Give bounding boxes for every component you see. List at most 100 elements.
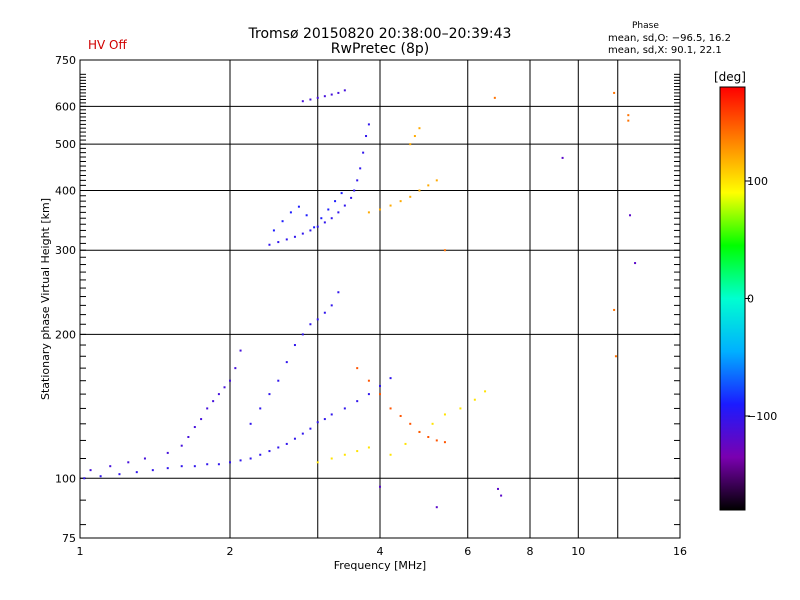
data-point [443,441,446,444]
data-point [239,349,242,352]
data-point [399,200,402,203]
data-point [259,453,262,456]
data-point [459,407,462,410]
data-point [389,453,392,456]
data-point [379,393,381,396]
data-point [301,432,304,435]
y-tick-label: 200 [55,328,76,341]
data-point [301,232,304,235]
hv-status: HV Off [88,38,127,52]
data-point [418,189,421,192]
data-point [379,208,381,211]
data-point [435,179,438,182]
data-point [427,184,430,187]
data-point [135,471,138,474]
data-point [166,451,169,454]
data-point [293,437,296,440]
data-point [334,200,337,203]
data-point [293,344,296,347]
data-point [143,457,146,460]
data-point [427,435,430,438]
data-point [316,96,319,99]
data-point [320,217,323,220]
data-point [281,220,284,223]
data-point [367,393,370,396]
data-point [350,196,353,199]
data-point [309,323,312,326]
data-point [229,461,231,464]
data-point [187,435,190,438]
data-point [389,204,392,207]
data-point [305,214,308,217]
y-tick-label: 750 [55,54,76,67]
data-point [316,225,319,228]
data-point [379,384,381,387]
data-point [259,407,262,410]
data-point [493,96,496,99]
data-point [627,119,630,122]
data-point [359,167,362,170]
data-point [330,457,333,460]
data-point [389,377,392,380]
data-point [323,221,326,224]
data-point [316,421,319,424]
data-point [356,400,359,403]
data-point [309,229,312,232]
data-point [496,487,499,490]
data-point [330,217,333,220]
data-point [89,469,92,472]
data-point [217,463,220,466]
data-point [399,414,402,417]
data-point [443,249,446,252]
data-point [272,229,275,232]
data-point [379,485,381,488]
data-point [443,413,446,416]
data-point [301,333,304,336]
data-point [180,465,183,468]
data-point [367,379,370,382]
data-point [431,422,434,425]
y-tick-label: 75 [62,532,76,545]
data-point [268,393,271,396]
data-point [365,135,368,138]
data-point [297,205,300,208]
data-point [337,291,340,294]
phase-x-stats: mean, sd,X: 90.1, 22.1 [608,45,722,56]
data-point [356,179,359,182]
data-point [500,494,503,497]
data-point [118,473,121,476]
data-point [293,235,296,238]
data-point [561,156,564,159]
data-point [180,444,183,447]
data-point [418,430,421,433]
data-point [323,418,326,421]
data-point [268,450,271,453]
data-point [206,407,209,410]
data-point [249,457,252,460]
data-point [327,208,330,211]
data-point [367,446,370,449]
data-point [409,422,412,425]
phase-heading: Phase [632,21,659,31]
data-point [629,214,632,217]
data-point [313,226,316,229]
data-point [277,241,280,244]
phase-o-stats: mean, sd,O: −96.5, 16.2 [608,33,731,44]
data-point [418,127,421,130]
data-point [627,114,630,117]
data-point [223,386,226,389]
data-point [217,393,220,396]
data-point [234,367,237,370]
data-point [613,91,616,94]
data-point [268,243,271,246]
y-tick-label: 100 [55,472,76,485]
data-point [309,98,312,101]
data-point [330,413,333,416]
y-tick-label: 300 [55,244,76,257]
data-point [285,238,288,241]
x-tick-label: 10 [571,545,585,558]
data-point [109,465,112,468]
data-point [337,211,340,214]
data-point [193,465,196,468]
